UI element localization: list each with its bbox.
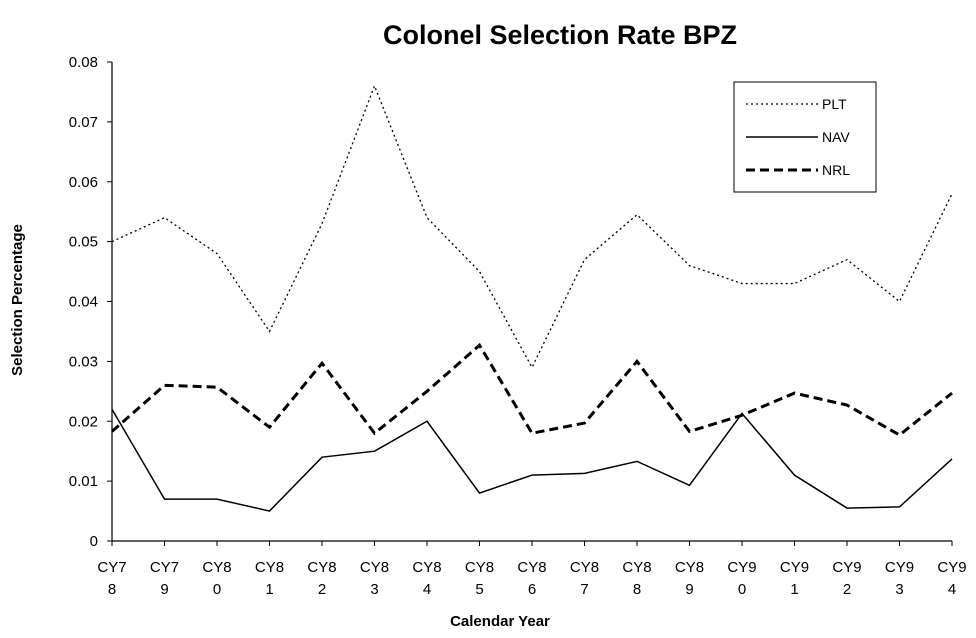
y-tick-label: 0.04 [69, 294, 98, 311]
y-tick-label: 0.06 [69, 174, 98, 191]
x-tick-label: CY83 [359, 559, 390, 598]
y-tick-label: 0.07 [69, 114, 98, 131]
x-tick-label: CY93 [884, 559, 915, 598]
y-axis-label: Selection Percentage [9, 224, 26, 376]
x-tick-label: CY91 [779, 559, 810, 598]
x-tick-label: CY92 [832, 559, 862, 598]
x-tick-label: CY85 [464, 559, 495, 598]
series-line [111, 408, 953, 512]
chart-title: Colonel Selection Rate BPZ [383, 20, 737, 50]
y-tick-label: 0.08 [69, 54, 98, 71]
x-tick-label: CY89 [674, 559, 705, 598]
x-tick-label: CY94 [937, 559, 967, 598]
x-tick-label: CY86 [517, 559, 547, 598]
series-line [111, 342, 953, 437]
x-tick-label: CY90 [727, 559, 757, 598]
x-tick-label: CY80 [202, 559, 232, 598]
x-axis-label: Calendar Year [450, 613, 550, 630]
y-tick-label: 0.05 [69, 234, 98, 251]
x-tick-label: CY81 [254, 559, 285, 598]
y-tick-label: 0.03 [69, 353, 98, 370]
legend-label: NAV [822, 129, 850, 145]
x-tick-label: CY88 [622, 559, 652, 598]
x-tick-label: CY82 [307, 559, 337, 598]
y-tick-label: 0.01 [69, 473, 98, 490]
x-tick-label: CY84 [412, 559, 442, 598]
x-tick-label: CY87 [569, 559, 600, 598]
legend-label: PLT [822, 96, 847, 112]
x-tick-label: CY78 [97, 559, 127, 598]
x-tick-label: CY79 [149, 559, 180, 598]
y-tick-label: 0.02 [69, 413, 98, 430]
legend-label: NRL [822, 162, 850, 178]
y-tick-label: 0 [90, 533, 98, 550]
